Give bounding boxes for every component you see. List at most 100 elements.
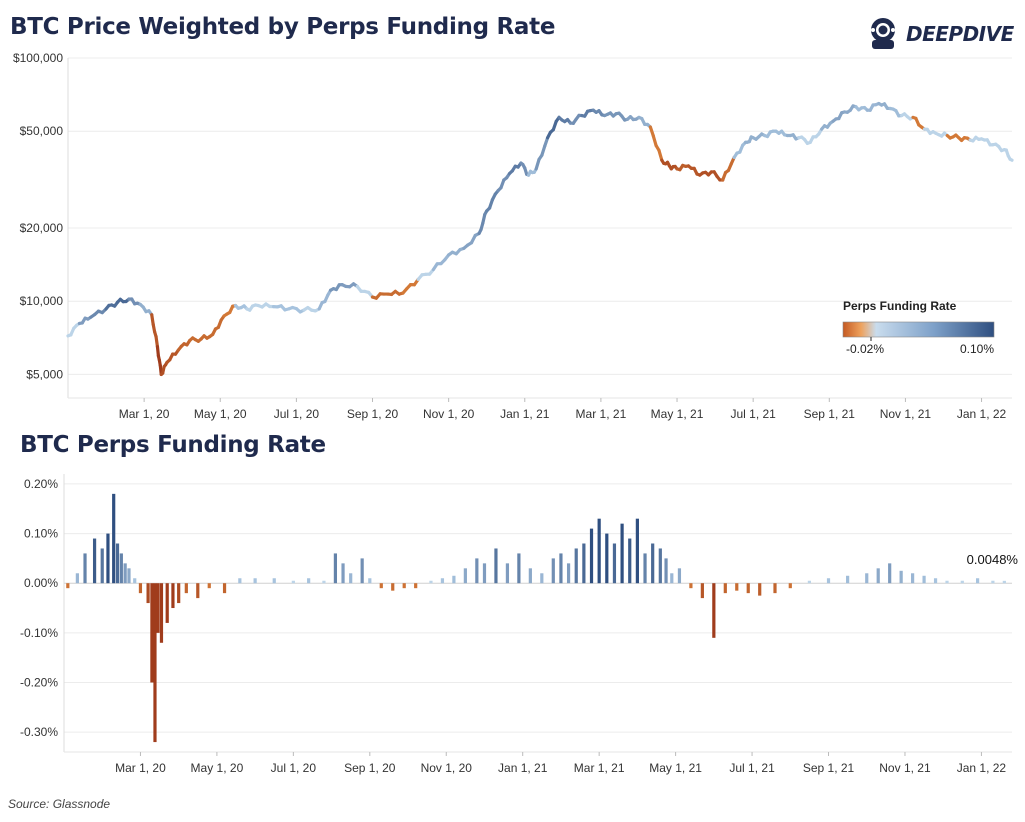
funding-bar [899,570,903,584]
funding-bar [156,583,160,633]
funding-xtick-label: Jan 1, 22 [957,761,1007,775]
funding-bar [272,578,276,584]
funding-bar [700,583,704,599]
price-segment [154,334,160,349]
funding-bar [888,563,892,584]
price-xtick-label: Jul 1, 21 [730,407,776,421]
legend-color-bar [842,321,995,338]
funding-bar [100,548,104,584]
price-ytick-label: $10,000 [20,294,64,308]
funding-bar [643,553,647,584]
chart-title-price: BTC Price Weighted by Perps Funding Rate [10,14,556,40]
funding-xtick-label: May 1, 21 [649,761,702,775]
funding-bar [597,518,601,584]
funding-ytick-label: -0.20% [20,676,58,690]
funding-bar [349,573,353,584]
funding-bar [865,573,869,584]
funding-bar [150,583,154,683]
funding-bar [574,548,578,584]
funding-bar [620,523,624,584]
funding-xtick-label: Sep 1, 21 [803,761,855,775]
price-ytick-label: $20,000 [20,221,64,235]
funding-ytick-label: 0.00% [24,576,58,590]
funding-bar [826,578,831,584]
funding-bar [876,568,880,584]
funding-bar [123,563,127,584]
funding-bar [165,583,169,623]
funding-bar [207,583,211,589]
funding-bar [540,573,544,584]
funding-bar [138,583,143,594]
funding-bar [911,573,915,584]
funding-bar [1002,580,1006,584]
price-segment [1008,157,1014,162]
funding-ytick-label: -0.10% [20,626,58,640]
funding-xtick-label: Nov 1, 20 [421,761,473,775]
source-note: Source: Glassnode [8,797,111,811]
funding-bar [960,580,964,584]
funding-bar [651,543,655,584]
price-segment [150,313,155,326]
funding-bar [494,548,498,584]
funding-bar [628,538,632,584]
funding-bar [119,553,123,584]
funding-bar [291,580,295,584]
funding-bar [689,583,693,589]
funding-bar [773,583,777,594]
funding-xtick-label: Mar 1, 20 [115,761,166,775]
funding-bar [196,583,200,599]
funding-bar [391,583,395,591]
funding-ytick-label: -0.30% [20,725,58,739]
funding-bar [463,568,467,584]
funding-bar [238,578,242,584]
funding-bar [177,583,181,604]
funding-bar [788,583,792,589]
funding-xtick-label: Jul 1, 21 [729,761,775,775]
funding-bar [106,533,110,584]
funding-bar [360,558,364,584]
chart-title-funding: BTC Perps Funding Rate [20,432,326,458]
funding-bar [414,583,418,589]
last-value-label: 0.0048% [967,552,1019,567]
price-xtick-label: May 1, 20 [194,407,247,421]
funding-bar [222,583,227,594]
funding-bar [146,583,150,604]
funding-bar [566,563,571,584]
price-xtick-label: Sep 1, 20 [347,407,399,421]
legend: Perps Funding Rate -0.02% 0.10% [842,299,995,356]
funding-ytick-label: 0.10% [24,527,58,541]
funding-bar [664,558,668,584]
legend-max-label: 0.10% [960,342,994,356]
funding-bar [75,573,79,584]
brand-logo: DEEPDIVE [866,14,1016,54]
funding-bar [92,538,97,584]
price-ytick-label: $100,000 [13,51,63,65]
funding-bar [735,583,739,591]
funding-bar [153,583,157,743]
funding-bar [922,575,926,584]
funding-bar [112,493,116,584]
diver-helmet-icon [871,18,895,49]
funding-bar [758,583,762,596]
funding-bar [333,553,338,584]
funding-bar [482,563,487,584]
funding-bar [322,580,326,584]
funding-bar [127,568,131,584]
funding-bar [402,583,406,589]
funding-bar [307,578,311,584]
funding-xtick-label: Sep 1, 20 [344,761,396,775]
funding-xtick-label: Jan 1, 21 [498,761,548,775]
price-ytick-label: $5,000 [26,367,63,381]
funding-bar [115,543,120,584]
funding-bar [429,580,433,584]
funding-bar [253,578,257,584]
funding-bar [933,578,938,584]
funding-bar [440,578,445,584]
funding-bar [670,573,674,584]
brand-name: DEEPDIVE [906,22,1014,46]
price-line-chart: $5,000 $10,000 $20,000 $50,000 $100,000 Mar … [13,51,1014,421]
funding-bar [452,575,456,584]
funding-bar [712,583,716,638]
price-ytick-label: $50,000 [20,124,64,138]
funding-bar [589,528,594,584]
